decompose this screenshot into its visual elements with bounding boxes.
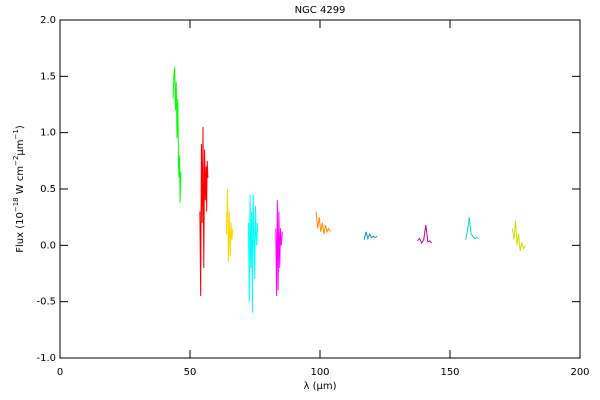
spectrum-line [465,217,479,240]
y-axis-label-part: −1 [12,129,20,139]
x-tick-label: 200 [570,367,589,378]
y-axis-label-part: Flux (10 [15,212,26,253]
x-tick-label: 50 [184,367,197,378]
y-axis-label-part: ) [15,125,26,129]
x-tick-label: 0 [57,367,63,378]
plot-frame [59,19,581,359]
y-tick-label: -0.5 [36,297,56,308]
y-tick-label: -1.0 [36,353,56,364]
y-axis-label: Flux (10−18 W cm−2μm−1) [12,125,26,253]
spectrum-line [363,231,378,241]
y-tick-label: 1.0 [40,128,56,139]
spectrum-line [275,200,283,297]
spectrum-line [248,194,259,313]
spectrum-line [315,211,331,235]
spectrum-line [511,220,526,252]
chart-title: NGC 4299 [295,5,346,16]
spectrum-line [225,188,234,263]
y-tick-label: 0.5 [40,184,56,195]
y-tick-label: 1.5 [40,71,56,82]
y-tick-label: 2.0 [40,15,56,26]
y-axis-label-part: −2 [12,156,20,166]
y-axis-label-part: −18 [12,197,20,212]
x-tick-label: 150 [440,367,459,378]
y-axis-label-part: W cm [15,166,26,197]
y-tick-label: 0.0 [40,240,56,251]
x-axis-label: λ (μm) [303,381,336,392]
spectrum-line [417,224,433,245]
x-tick-label: 100 [310,367,329,378]
y-axis-label-part: μm [15,139,26,155]
spectrum-line [172,67,182,203]
spectrum-line [199,127,209,297]
